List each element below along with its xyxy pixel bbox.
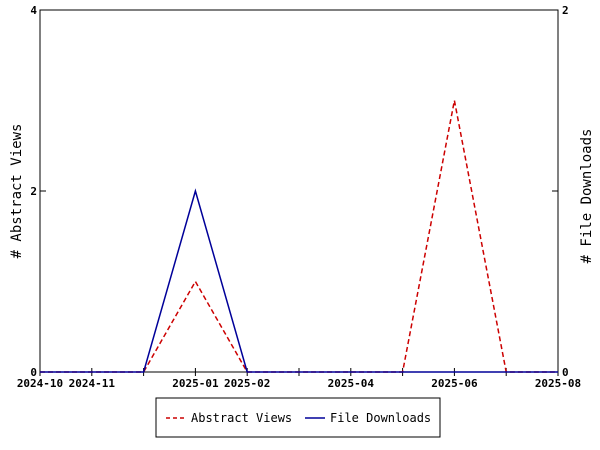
x-tick-label: 2025-04 [328,377,375,390]
y-axis-label-right: # File Downloads [579,129,595,264]
y-tick-label-right: 0 [562,366,569,379]
x-tick-label: 2025-08 [535,377,581,390]
x-tick-label: 2025-01 [172,377,219,390]
ticks: 2024-10 2024-11 2025-01 2025-02 2025-04 2025-… [17,4,581,390]
y-tick-label-left: 4 [30,4,37,17]
legend-box [155,397,441,438]
y-tick-label-left: 0 [30,366,37,379]
y-axis-label-left: # Abstract Views [9,124,25,259]
x-tick-label: 2025-02 [224,377,270,390]
x-tick-label: 2024-11 [69,377,116,390]
series-line-file-downloads [40,188,558,373]
series-lines [40,100,558,373]
legend-label-file-downloads: File Downloads [330,411,431,425]
legend: Abstract Views File Downloads [155,397,441,438]
legend-label-abstract-views: Abstract Views [191,411,292,425]
y-tick-label-left: 2 [30,185,37,198]
x-tick-label: 2025-06 [431,377,478,390]
plot-area [39,9,559,373]
x-tick-label: 2024-10 [17,377,63,390]
y-tick-label-right: 2 [562,4,569,17]
